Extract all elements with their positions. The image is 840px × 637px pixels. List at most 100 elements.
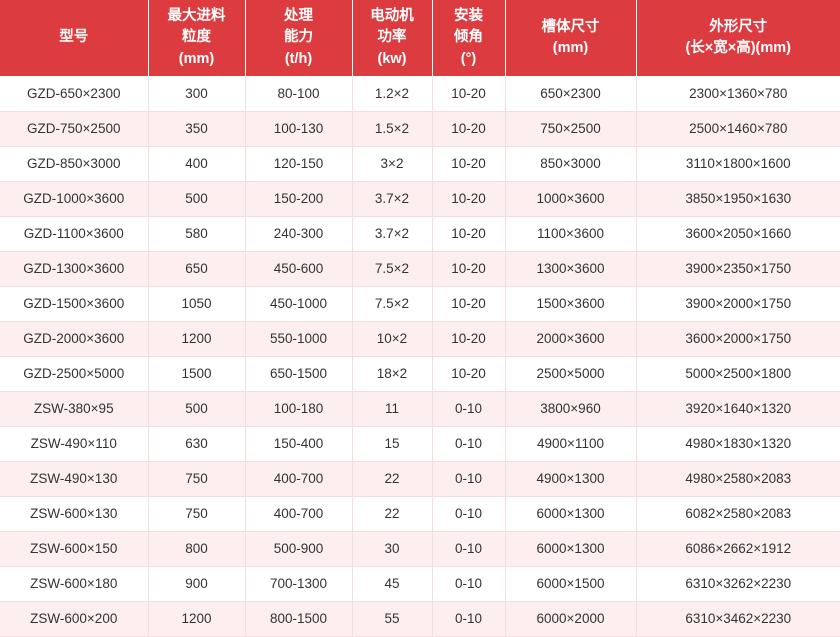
column-header-line: (mm) [178,50,215,67]
table-cell: 650×2300 [505,76,637,112]
table-row: GZD-850×3000 400 120-150 3×2 10-20 850×3000 31… [0,146,840,182]
column-header-6: 外形尺寸 (长×宽×高)(mm) [636,0,840,76]
table-cell: 10-20 [432,321,506,357]
table-cell: 30 [352,531,433,567]
table-row: GZD-2000×3600 1200 550-1000 10×2 10-20 2000×3… [0,321,840,357]
table-cell: 10-20 [432,111,506,147]
cell-model: ZSW-490×110 [0,426,149,462]
table-cell: 3110×1800×1600 [636,146,840,182]
column-header-line: 能力 [284,29,313,46]
table-cell: 7.5×2 [352,251,433,287]
cell-model: GZD-2000×3600 [0,321,149,357]
table-cell: 500 [148,181,246,217]
table-cell: 3920×1640×1320 [636,391,840,427]
cell-model: ZSW-380×95 [0,391,149,427]
table-cell: 400 [148,146,246,182]
table-row: GZD-1000×3600 500 150-200 3.7×2 10-20 1000×36… [0,181,840,217]
table-cell: 1200 [148,601,246,637]
table-cell: 55 [352,601,433,637]
table-cell: 300 [148,76,246,112]
table-cell: 10-20 [432,251,506,287]
table-cell: 80-100 [245,76,353,112]
table-row: ZSW-490×130 750 400-700 22 0-10 4900×1300 4980… [0,461,840,497]
cell-model: ZSW-490×130 [0,461,149,497]
table-cell: 10-20 [432,356,506,392]
table-cell: 3900×2000×1750 [636,286,840,322]
table-cell: 1.2×2 [352,76,433,112]
table-cell: 2500×5000 [505,356,637,392]
table-cell: 2000×3600 [505,321,637,357]
table-header: 型号 最大进料 粒度 (mm) 处理 能力 (t/h) 电动机 功率 (kw) 安装 倾角 (°) 槽体尺… [0,0,840,76]
table-cell: 7.5×2 [352,286,433,322]
table-cell: 4900×1300 [505,461,637,497]
table-cell: 630 [148,426,246,462]
table-cell: 6310×3462×2230 [636,601,840,637]
table-cell: 6082×2580×2083 [636,496,840,532]
table-cell: 800 [148,531,246,567]
column-header-line: (mm) [552,40,589,56]
table-cell: 0-10 [432,391,506,427]
table-cell: 1500 [148,356,246,392]
column-header-line: (kw) [377,50,407,67]
table-cell: 6000×1300 [505,531,637,567]
table-cell: 3850×1950×1630 [636,181,840,217]
table-cell: 3800×960 [505,391,637,427]
table-row: ZSW-600×180 900 700-1300 45 0-10 6000×1500 631… [0,566,840,602]
cell-model: GZD-650×2300 [0,76,149,112]
table-cell: 750 [148,461,246,497]
table-row: ZSW-600×200 1200 800-1500 55 0-10 6000×2000 63… [0,601,840,637]
table-row: GZD-2500×5000 1500 650-1500 18×2 10-20 2500×5… [0,356,840,392]
table-cell: 450-600 [245,251,353,287]
table-cell: 120-150 [245,146,353,182]
table-cell: 700-1300 [245,566,353,602]
cell-model: GZD-1300×3600 [0,251,149,287]
table-cell: 1050 [148,286,246,322]
table-cell: 10-20 [432,181,506,217]
column-header-line: (长×宽×高)(mm) [685,40,792,56]
table-cell: 750 [148,496,246,532]
table-cell: 1000×3600 [505,181,637,217]
cell-model: ZSW-600×130 [0,496,149,532]
table-cell: 1500×3600 [505,286,637,322]
table-cell: 18×2 [352,356,433,392]
table-cell: 500 [148,391,246,427]
table-cell: 10-20 [432,76,506,112]
table-cell: 2300×1360×780 [636,76,840,112]
table-row: ZSW-380×95 500 100-180 11 0-10 3800×960 3920×1… [0,391,840,427]
table-cell: 400-700 [245,496,353,532]
table-cell: 500-900 [245,531,353,567]
table-cell: 5000×2500×1800 [636,356,840,392]
table-cell: 650-1500 [245,356,353,392]
cell-model: GZD-850×3000 [0,146,149,182]
table-cell: 10-20 [432,146,506,182]
table-cell: 650 [148,251,246,287]
cell-model: GZD-1000×3600 [0,181,149,217]
table-cell: 400-700 [245,461,353,497]
column-header-line: 处理 [284,8,313,25]
column-header-line: 电动机 [370,8,414,25]
table-cell: 0-10 [432,601,506,637]
cell-model: GZD-1100×3600 [0,216,149,252]
table-row: ZSW-600×130 750 400-700 22 0-10 6000×1300 6082… [0,496,840,532]
column-header-1: 最大进料 粒度 (mm) [148,0,246,76]
table-cell: 1.5×2 [352,111,433,147]
table-cell: 0-10 [432,496,506,532]
table-cell: 45 [352,566,433,602]
table-row: GZD-1300×3600 650 450-600 7.5×2 10-20 1300×36… [0,251,840,287]
table-cell: 3.7×2 [352,181,433,217]
column-header-line: 倾角 [454,29,483,46]
table-cell: 900 [148,566,246,602]
table-cell: 22 [352,461,433,497]
column-header-5: 槽体尺寸 (mm) [505,0,637,76]
table-cell: 6086×2662×1912 [636,531,840,567]
table-cell: 3600×2050×1660 [636,216,840,252]
table-cell: 100-130 [245,111,353,147]
table-cell: 450-1000 [245,286,353,322]
table-cell: 150-200 [245,181,353,217]
table-cell: 15 [352,426,433,462]
cell-model: ZSW-600×200 [0,601,149,637]
table-cell: 3600×2000×1750 [636,321,840,357]
table-cell: 580 [148,216,246,252]
table-cell: 6000×1500 [505,566,637,602]
